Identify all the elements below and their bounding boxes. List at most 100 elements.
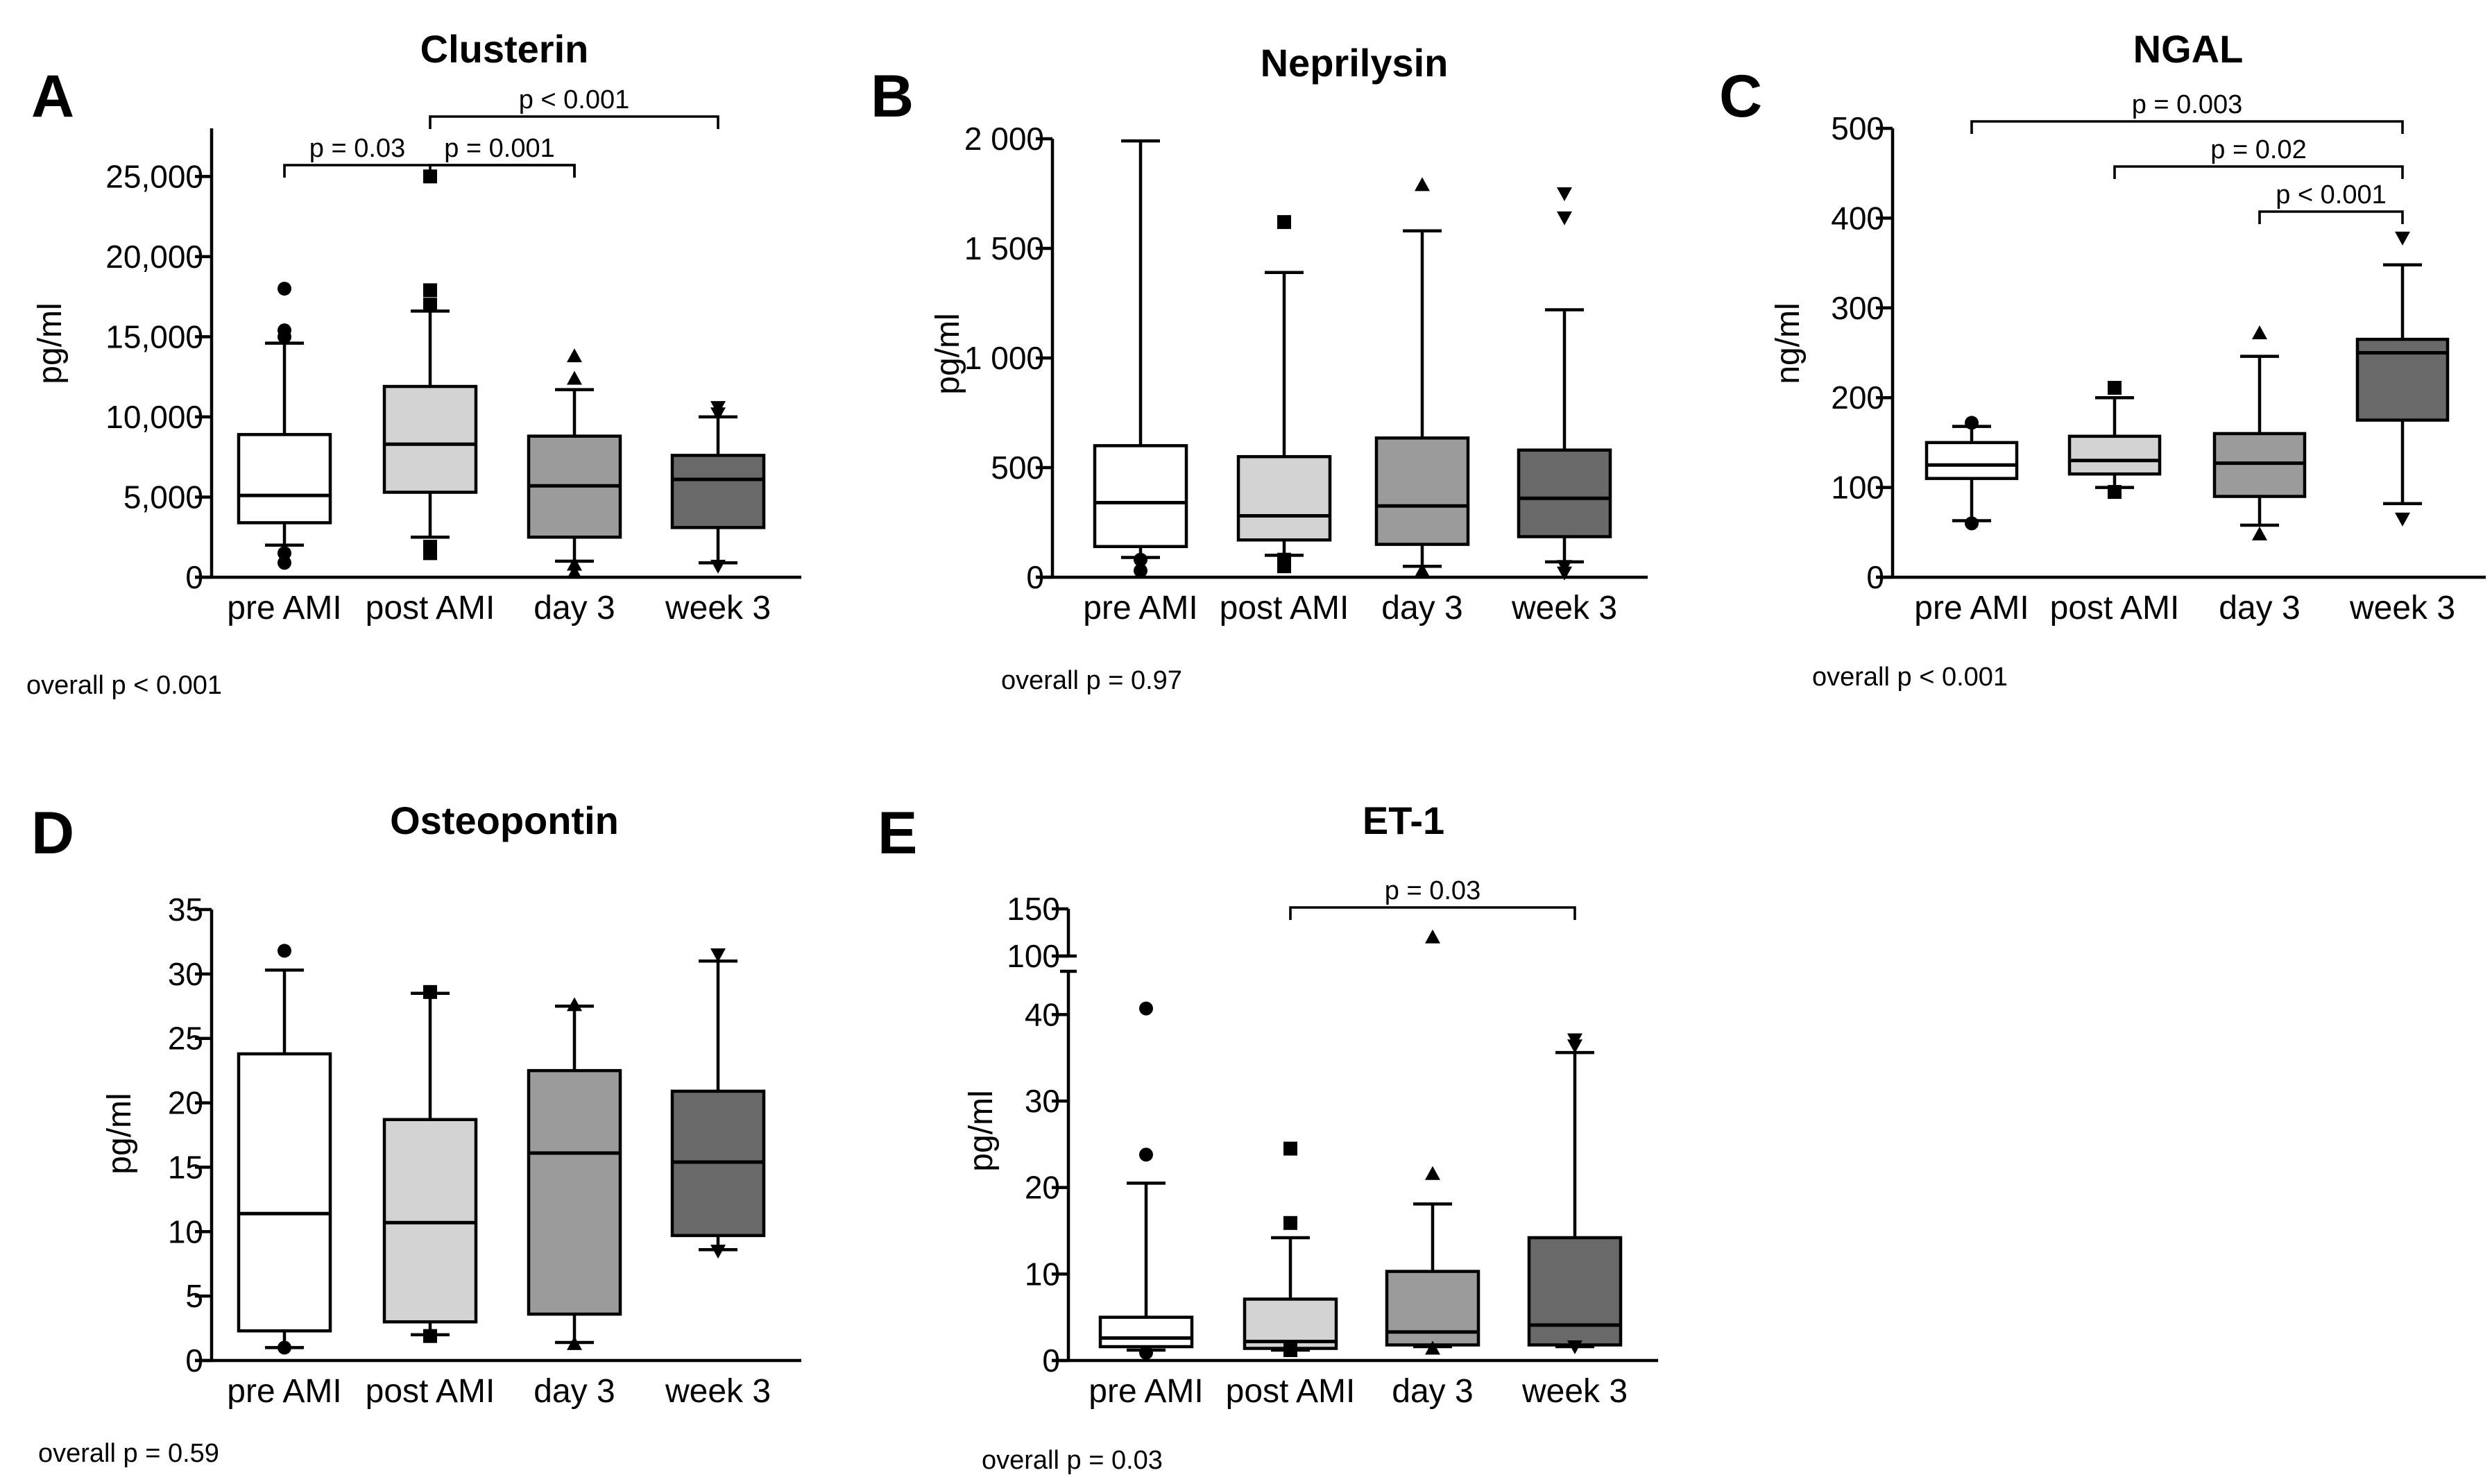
significance-bracket bbox=[429, 164, 576, 178]
y-tick-label: 150 bbox=[1007, 891, 1060, 927]
panel-neprilysin: B Neprilysin pg/ml 0 500 1 000 1 500 2 000 pre A… bbox=[871, 41, 1648, 695]
y-tick-label: 2 000 bbox=[964, 121, 1044, 157]
y-tick-label: 10 bbox=[168, 1213, 203, 1250]
y-tick-label: 0 bbox=[185, 559, 203, 595]
box-day-3 bbox=[1385, 929, 1480, 1355]
box-pre-ami bbox=[237, 944, 332, 1355]
outlier-point bbox=[278, 944, 291, 958]
significance-bracket bbox=[1289, 906, 1576, 920]
y-axis-label: pg/ml bbox=[963, 1090, 1000, 1171]
panel-letter: C bbox=[1719, 63, 1762, 130]
panel-osteopontin: D Osteopontin pg/ml 0 5 10 15 20 25 30 35 pre AMI po… bbox=[31, 799, 801, 1468]
iqr-box bbox=[1374, 436, 1470, 546]
overall-p-value: overall p < 0.001 bbox=[1812, 663, 2008, 692]
x-tick-label: week 3 bbox=[1521, 1373, 1628, 1410]
outlier-point bbox=[278, 556, 291, 570]
outlier-point bbox=[278, 546, 291, 561]
y-tick-label: 25 bbox=[168, 1021, 203, 1057]
outlier-point bbox=[423, 1329, 437, 1343]
chart-title: Osteopontin bbox=[390, 799, 619, 842]
y-tick-label: 20,000 bbox=[105, 239, 203, 275]
outlier-point bbox=[1415, 177, 1430, 191]
iqr-box bbox=[1098, 1315, 1194, 1349]
panel-ngal: C NGAL ng/ml 0 100 200 300 400 500 pre AMI post AM… bbox=[1719, 27, 2486, 692]
y-tick-label: 200 bbox=[1831, 379, 1884, 416]
y-tick-label: 25,000 bbox=[105, 158, 203, 194]
outlier-point bbox=[1557, 211, 1572, 225]
y-tick-label: 40 bbox=[1025, 996, 1060, 1032]
iqr-box bbox=[670, 454, 766, 529]
outlier-point bbox=[423, 546, 437, 561]
outlier-point bbox=[567, 1336, 582, 1350]
y-tick-label: 5,000 bbox=[123, 479, 203, 515]
box-day-3 bbox=[527, 348, 622, 579]
x-tick-label: pre AMI bbox=[1914, 590, 2029, 626]
significance-bracket bbox=[2258, 210, 2404, 224]
x-tick-label: week 3 bbox=[2349, 590, 2455, 626]
outlier-point bbox=[278, 1340, 291, 1355]
outlier-point bbox=[1557, 187, 1572, 201]
outlier-point bbox=[1557, 566, 1572, 581]
outlier-point bbox=[567, 370, 582, 385]
outlier-point bbox=[1139, 1148, 1153, 1162]
overall-p-value: overall p = 0.59 bbox=[38, 1439, 219, 1468]
iqr-box bbox=[382, 384, 478, 494]
x-tick-label: day 3 bbox=[1392, 1373, 1473, 1410]
panel-letter: E bbox=[878, 800, 917, 867]
x-tick-label: post AMI bbox=[1220, 590, 1349, 626]
y-axis-label: pg/ml bbox=[101, 1093, 138, 1174]
iqr-box bbox=[382, 1118, 478, 1324]
x-tick-label: post AMI bbox=[366, 590, 495, 626]
outlier-point bbox=[423, 298, 437, 312]
outlier-point bbox=[710, 559, 726, 574]
x-tick-label: day 3 bbox=[1381, 590, 1462, 626]
significance-label: p = 0.001 bbox=[444, 134, 555, 163]
outlier-point bbox=[567, 565, 582, 579]
significance-bracket bbox=[429, 115, 719, 129]
box-day-3 bbox=[527, 997, 622, 1350]
box-day-3 bbox=[2212, 325, 2307, 540]
outlier-point bbox=[1283, 1141, 1297, 1156]
y-axis-label: ng/ml bbox=[1770, 302, 1807, 384]
y-tick-label: 15,000 bbox=[105, 318, 203, 355]
outlier-point bbox=[1425, 929, 1440, 944]
y-tick-label: 100 bbox=[1007, 938, 1060, 974]
iqr-box bbox=[237, 1052, 332, 1333]
iqr-box bbox=[2067, 434, 2162, 476]
overall-p-value: overall p < 0.001 bbox=[26, 671, 222, 700]
y-axis-label: pg/ml bbox=[32, 302, 69, 384]
box-day-3 bbox=[1374, 177, 1470, 577]
y-tick-label: 35 bbox=[168, 892, 203, 928]
chart-title: Neprilysin bbox=[1261, 41, 1449, 85]
outlier-point bbox=[567, 556, 582, 571]
y-tick-label: 10 bbox=[1025, 1256, 1060, 1292]
iqr-box bbox=[1527, 1236, 1623, 1347]
panel-letter: D bbox=[31, 800, 74, 867]
chart-title: Clusterin bbox=[420, 27, 589, 71]
outlier-point bbox=[2395, 231, 2410, 246]
y-tick-label: 300 bbox=[1831, 290, 1884, 326]
significance-label: p = 0.03 bbox=[309, 134, 405, 163]
panel-letter: A bbox=[31, 63, 74, 130]
box-week-3 bbox=[670, 401, 766, 574]
outlier-point bbox=[567, 997, 582, 1012]
box-week-3 bbox=[2355, 231, 2450, 527]
outlier-point bbox=[278, 330, 291, 344]
significance-bracket bbox=[1970, 120, 2404, 134]
outlier-point bbox=[1283, 1343, 1297, 1358]
y-tick-label: 20 bbox=[168, 1085, 203, 1121]
outlier-point bbox=[1425, 1166, 1440, 1180]
outlier-point bbox=[1567, 1039, 1582, 1054]
box-post-ami bbox=[1243, 1141, 1338, 1358]
outlier-point bbox=[710, 407, 726, 422]
outlier-point bbox=[1277, 559, 1291, 574]
box-post-ami bbox=[382, 984, 478, 1343]
significance-bracket bbox=[2113, 165, 2404, 179]
iqr-box bbox=[527, 1068, 622, 1316]
outlier-point bbox=[1425, 1340, 1440, 1355]
y-tick-label: 30 bbox=[1025, 1083, 1060, 1119]
y-tick-label: 500 bbox=[991, 450, 1044, 486]
iqr-box bbox=[2212, 432, 2307, 498]
x-tick-label: day 3 bbox=[534, 590, 615, 626]
iqr-box bbox=[1093, 444, 1188, 549]
